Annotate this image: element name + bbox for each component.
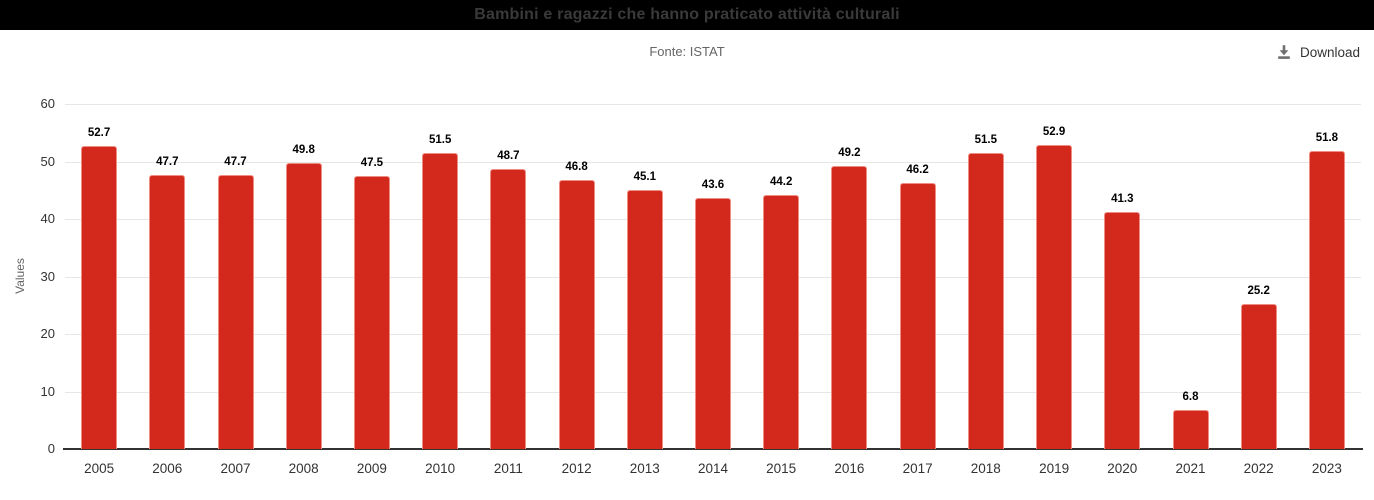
download-button[interactable]: Download xyxy=(1275,43,1360,61)
x-tick-label: 2018 xyxy=(970,461,1001,476)
download-icon xyxy=(1275,43,1293,61)
bar-value-label: 49.2 xyxy=(838,147,861,160)
y-tick-label: 50 xyxy=(40,153,55,169)
x-tick-label: 2007 xyxy=(220,461,251,476)
bar-value-label: 45.1 xyxy=(633,170,656,183)
bar[interactable] xyxy=(763,194,800,449)
x-tick-label: 2023 xyxy=(1311,461,1342,476)
bar[interactable] xyxy=(899,183,936,449)
bar[interactable] xyxy=(1104,211,1141,449)
bar[interactable] xyxy=(1172,409,1209,449)
bar[interactable] xyxy=(831,166,868,449)
bar[interactable] xyxy=(490,169,527,449)
bar[interactable] xyxy=(149,174,186,449)
x-tick-label: 2011 xyxy=(493,461,523,476)
bar-value-label: 47.5 xyxy=(360,156,384,169)
x-tick-label: 2012 xyxy=(561,461,592,476)
x-tick-label: 2005 xyxy=(84,461,115,476)
bar-value-label: 49.8 xyxy=(292,143,315,156)
chart-title: Bambini e ragazzi che hanno praticato at… xyxy=(474,6,900,23)
bar[interactable] xyxy=(558,179,595,449)
bar-value-label: 51.5 xyxy=(974,133,997,146)
bar[interactable] xyxy=(285,162,322,449)
bar-value-label: 6.8 xyxy=(1182,390,1199,403)
x-tick-label: 2021 xyxy=(1175,461,1206,476)
bar-value-label: 41.3 xyxy=(1111,192,1134,205)
x-tick-label: 2016 xyxy=(834,461,865,476)
x-tick-label: 2017 xyxy=(902,461,933,476)
header-bar: Bambini e ragazzi che hanno praticato at… xyxy=(0,0,1374,30)
gridline xyxy=(65,162,1361,163)
bar-value-label: 52.9 xyxy=(1042,125,1066,138)
bar[interactable] xyxy=(1240,304,1277,449)
bar-value-label: 51.8 xyxy=(1315,132,1339,145)
bar[interactable] xyxy=(626,189,663,449)
bar[interactable] xyxy=(1036,144,1073,449)
bar[interactable] xyxy=(967,152,1004,449)
x-tick-label: 2019 xyxy=(1039,461,1070,476)
bar-value-label: 52.7 xyxy=(87,127,111,139)
bar[interactable] xyxy=(353,175,390,449)
chart-subtitle: Fonte: ISTAT xyxy=(649,44,725,59)
bar[interactable] xyxy=(81,146,118,449)
bar[interactable] xyxy=(1308,151,1345,449)
bar-value-label: 46.2 xyxy=(906,164,929,177)
bar-value-label: 46.8 xyxy=(565,160,588,173)
bar-value-label: 48.7 xyxy=(497,150,520,162)
download-label: Download xyxy=(1299,44,1360,60)
y-tick-label: 0 xyxy=(47,441,55,456)
bar-value-label: 51.5 xyxy=(428,133,452,146)
x-tick-label: 2022 xyxy=(1243,461,1274,476)
gridline xyxy=(65,104,1361,105)
x-tick-label: 2015 xyxy=(766,461,797,476)
y-tick-label: 20 xyxy=(40,326,55,341)
x-tick-label: 2020 xyxy=(1107,461,1138,476)
y-tick-label: 10 xyxy=(40,383,55,399)
x-tick-label: 2008 xyxy=(288,461,319,476)
y-tick-label: 60 xyxy=(40,96,55,111)
bar-value-label: 25.2 xyxy=(1247,285,1270,298)
bar-value-label: 47.7 xyxy=(156,155,179,168)
bar-value-label: 43.6 xyxy=(701,179,725,192)
x-tick-label: 2013 xyxy=(629,461,660,476)
bar[interactable] xyxy=(695,198,731,449)
x-tick-label: 2014 xyxy=(697,461,729,476)
bar-value-label: 47.7 xyxy=(224,155,247,168)
x-tick-label: 2009 xyxy=(356,461,387,476)
x-tick-label: 2010 xyxy=(425,461,456,476)
bar-value-label: 44.2 xyxy=(769,175,793,188)
bar[interactable] xyxy=(422,152,459,449)
y-tick-label: 30 xyxy=(40,268,55,284)
y-tick-label: 40 xyxy=(40,211,55,226)
x-tick-label: 2006 xyxy=(152,461,183,476)
x-axis-line xyxy=(63,448,1363,450)
bar[interactable] xyxy=(217,174,254,449)
